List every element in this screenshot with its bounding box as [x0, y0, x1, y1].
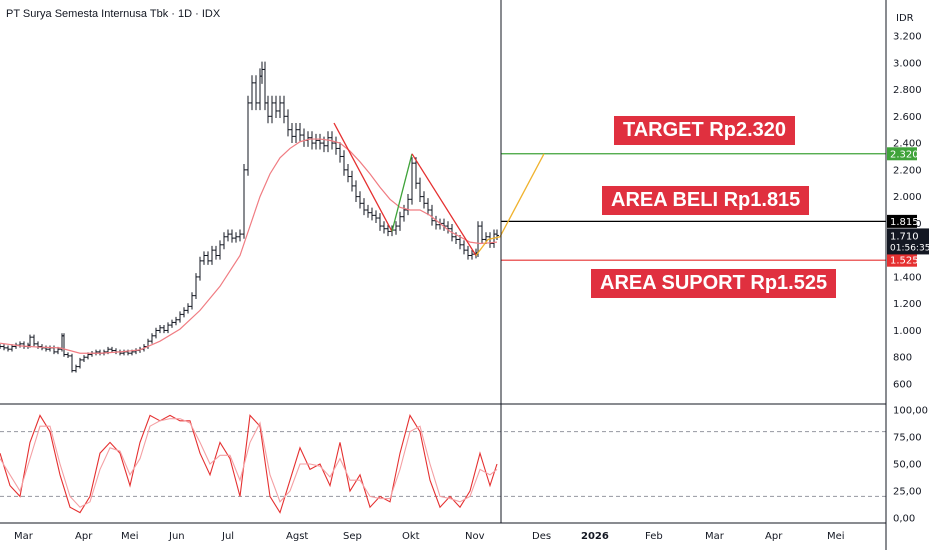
moving-average-line [0, 138, 498, 354]
price-tick-label: 1.400 [893, 272, 922, 283]
time-tick-label: Feb [645, 531, 663, 542]
trend-drawing-line [411, 153, 477, 256]
level-price-label: 2.320 [890, 149, 919, 160]
countdown-label: 01:56:35 [890, 243, 930, 253]
stochastic-tick-label: 100,00 [893, 406, 928, 417]
price-tick-label: 2.200 [893, 165, 922, 176]
time-tick-label: Okt [402, 531, 420, 542]
trend-drawing-line [333, 122, 393, 232]
level-price-tag [887, 214, 917, 228]
last-price-tag [887, 228, 929, 255]
price-tick-label: 1.200 [893, 299, 922, 310]
time-tick-label: Apr [75, 531, 93, 542]
time-tick-label: Mar [14, 531, 34, 542]
price-panel [0, 61, 886, 373]
time-tick-label: Jun [168, 531, 185, 542]
target-banner: TARGET Rp2.320 [614, 116, 795, 145]
time-tick-label: Sep [343, 531, 362, 542]
support-area-banner: AREA SUPORT Rp1.525 [591, 269, 837, 298]
last-price-label: 1.710 [890, 231, 919, 242]
price-tick-label: 2.600 [893, 112, 922, 123]
time-tick-label: Des [532, 531, 551, 542]
time-tick-label: Mei [121, 531, 139, 542]
trend-drawing-line [391, 153, 413, 232]
price-tick-label: 800 [893, 353, 912, 364]
level-price-label: 1.815 [890, 217, 919, 228]
trend-drawing-line [475, 153, 545, 256]
price-tick-label: 3.000 [893, 58, 922, 69]
price-tick-label: 600 [893, 380, 912, 391]
buy-area-banner: AREA BELI Rp1.815 [602, 186, 810, 215]
time-tick-label: Agst [286, 531, 308, 542]
price-tick-label: 2.400 [893, 139, 922, 150]
price-tick-label: 3.200 [893, 32, 922, 43]
level-price-tag [887, 147, 917, 161]
price-tick-label: 2.800 [893, 85, 922, 96]
stochastic-tick-label: 50,00 [893, 460, 922, 471]
time-tick-label: Mar [705, 531, 725, 542]
stochastic-d-line [0, 418, 498, 508]
time-tick-label: Apr [765, 531, 783, 542]
time-tick-label: 2026 [581, 531, 609, 542]
stochastic-k-line [0, 414, 498, 514]
chart-title: PT Surya Semesta Internusa Tbk · 1D · ID… [6, 8, 221, 20]
price-tick-label: 2.000 [893, 192, 922, 203]
time-tick-label: Mei [827, 531, 845, 542]
time-tick-label: Jul [221, 531, 234, 542]
currency-label: IDR [896, 13, 914, 24]
stochastic-tick-label: 75,00 [893, 433, 922, 444]
stochastic-tick-label: 25,00 [893, 487, 922, 498]
level-price-label: 1.525 [890, 256, 919, 267]
stochastic-tick-label: 0,00 [893, 514, 915, 525]
time-tick-label: Nov [465, 531, 485, 542]
stochastic-panel [0, 414, 886, 514]
price-tick-label: 1.000 [893, 326, 922, 337]
level-price-tag [887, 253, 917, 267]
